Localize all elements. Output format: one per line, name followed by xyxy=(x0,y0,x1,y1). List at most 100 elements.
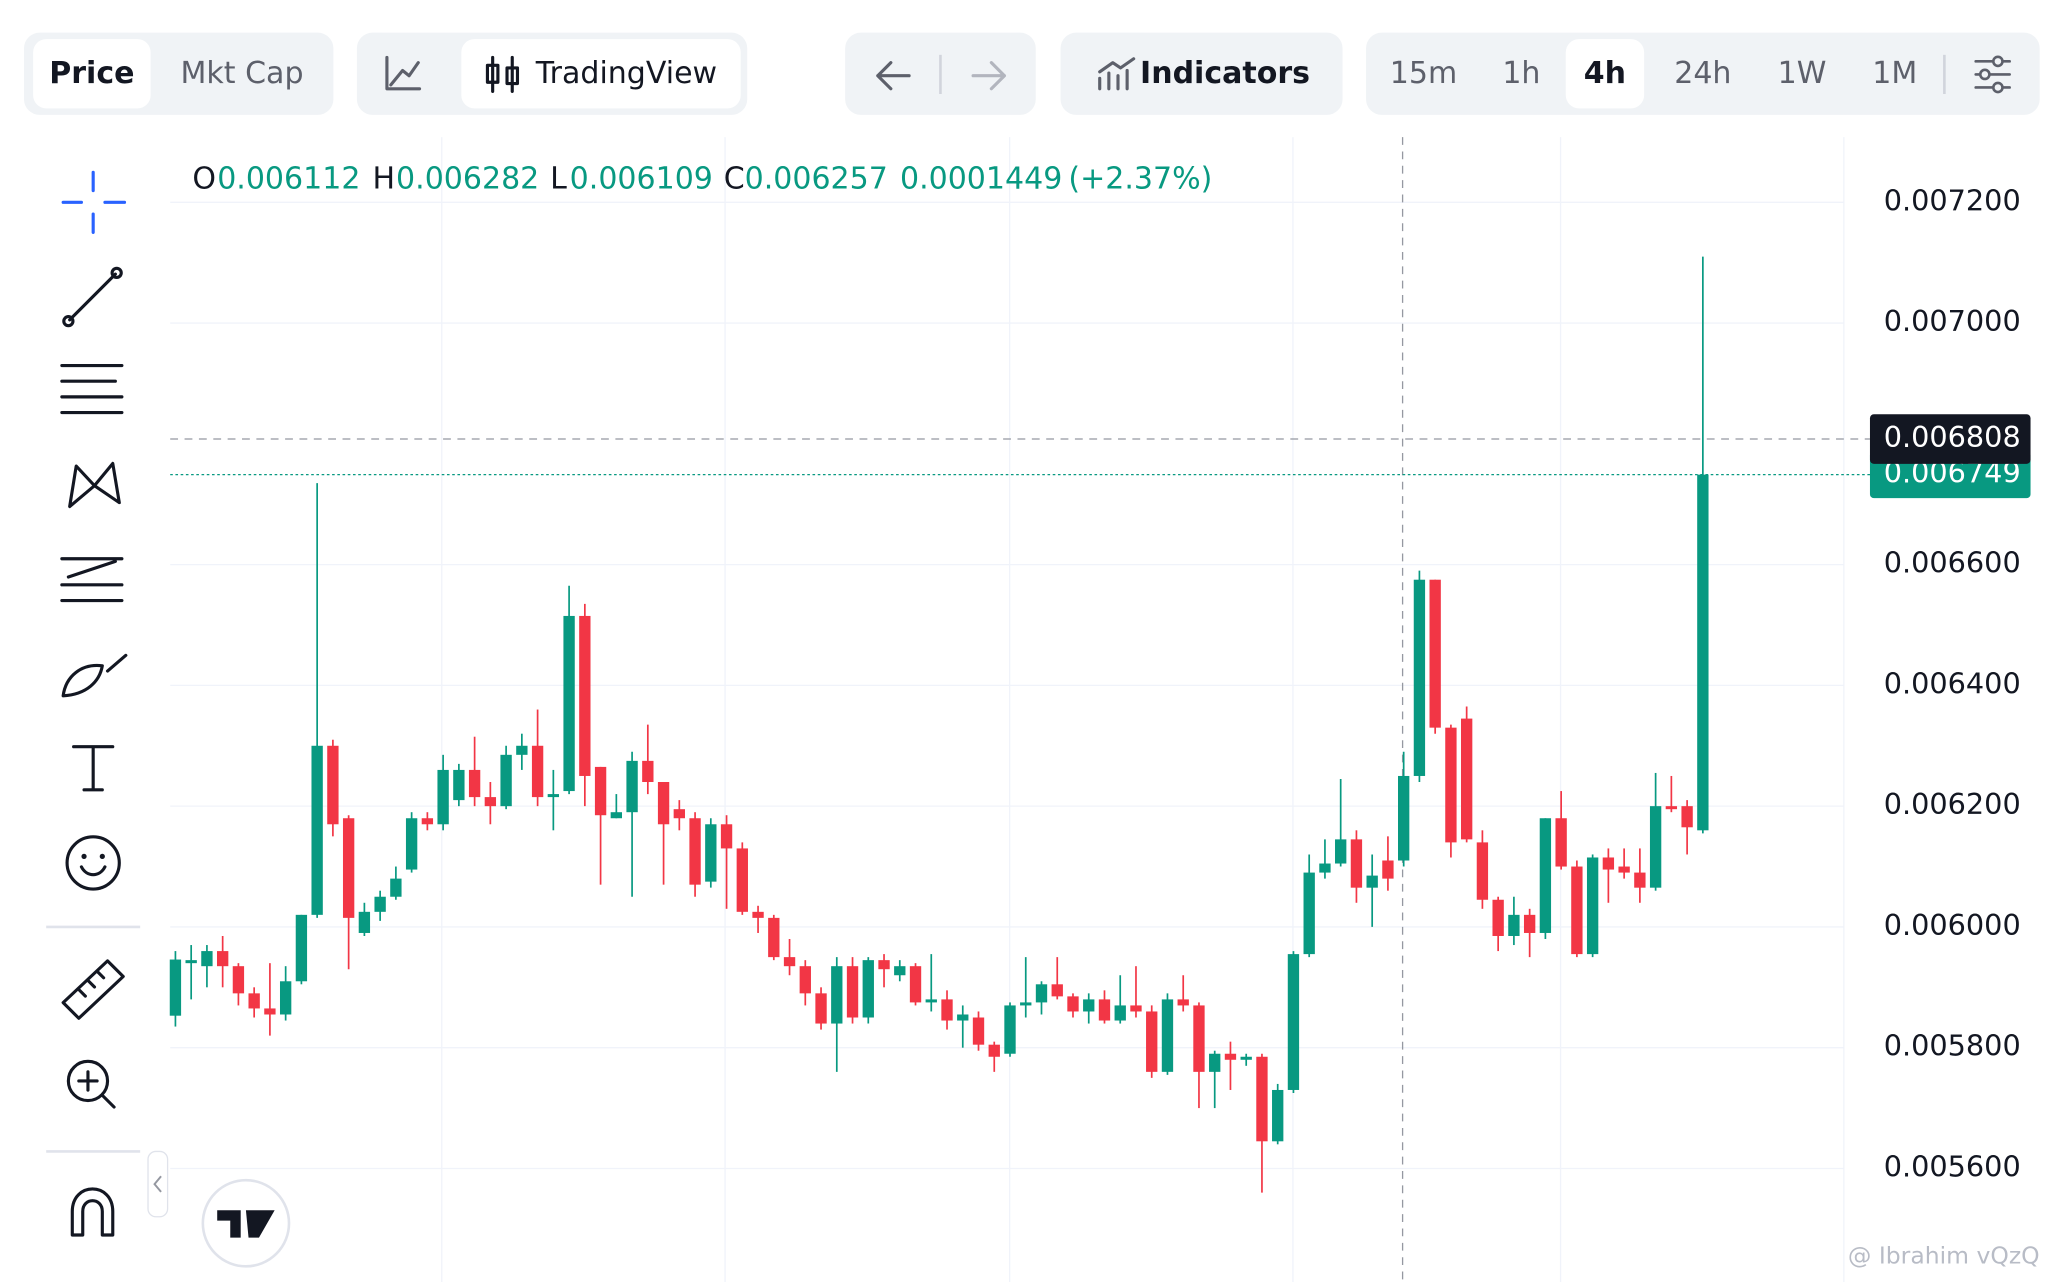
tool-dot xyxy=(110,266,123,279)
tradingview-button[interactable] xyxy=(461,39,741,109)
candle-body xyxy=(563,615,575,792)
candle-body xyxy=(831,966,843,1024)
interval-button[interactable]: 1W xyxy=(1778,56,1827,91)
ohlc-legend: O 0.006112 H 0.006282 L 0.006109 C 0.006… xyxy=(192,162,1212,197)
settings-knob xyxy=(1992,55,2004,68)
price-tab-label[interactable]: Price xyxy=(49,56,134,91)
candle-body xyxy=(1697,474,1709,831)
candle-body xyxy=(201,951,213,967)
candle-body xyxy=(342,818,355,918)
legend-h-label: H xyxy=(373,162,396,197)
brush-tool[interactable] xyxy=(61,653,128,698)
price-tab[interactable] xyxy=(33,39,151,109)
tool-dot xyxy=(62,315,75,328)
candle-body xyxy=(1398,775,1410,861)
candle-body xyxy=(1035,984,1048,1003)
candle-body xyxy=(1209,1053,1221,1072)
text-tool[interactable] xyxy=(72,745,115,792)
zoom-tool[interactable] xyxy=(66,1059,110,1103)
candle-body xyxy=(264,1008,276,1015)
collapse-handle[interactable] xyxy=(147,1150,169,1218)
candle-body xyxy=(1571,866,1583,955)
candle-body xyxy=(1177,999,1189,1006)
candle-body xyxy=(1460,718,1473,840)
y-tick-label: 0.006400 xyxy=(1884,666,2021,700)
candle-body xyxy=(579,615,591,776)
candle-body xyxy=(516,745,528,755)
candle-icon-wick xyxy=(491,55,514,93)
candle-body xyxy=(1476,842,1489,900)
projection-tool[interactable] xyxy=(60,557,124,603)
mktcap-tab-label[interactable]: Mkt Cap xyxy=(181,56,304,91)
candle-body xyxy=(1492,899,1504,936)
candle-body xyxy=(642,760,654,783)
candle-body xyxy=(1067,996,1079,1012)
settings-knob xyxy=(1978,68,1991,81)
candle-body xyxy=(390,878,402,897)
candle-body xyxy=(689,818,701,885)
candle-body xyxy=(295,914,308,982)
interval-button[interactable]: 1h xyxy=(1502,56,1540,91)
zoom-glyph xyxy=(77,1070,116,1109)
interval-button[interactable]: 4h xyxy=(1584,56,1626,91)
candle-body xyxy=(1224,1053,1237,1060)
candle-body xyxy=(1350,839,1363,888)
settings-knob xyxy=(1992,81,2004,94)
candle-body xyxy=(1681,806,1693,828)
candle-body xyxy=(799,966,811,994)
candle-body xyxy=(894,966,906,976)
candle-body xyxy=(1634,872,1646,888)
vertical-grid xyxy=(441,137,1845,1282)
pattern-tool[interactable] xyxy=(68,461,121,509)
legend-c-label: C xyxy=(724,162,745,197)
candle-body xyxy=(783,957,796,967)
interval-button[interactable]: 15m xyxy=(1390,56,1457,91)
line-chart-icon[interactable] xyxy=(385,55,422,91)
y-tick-label: 0.007200 xyxy=(1884,183,2021,217)
candle-body xyxy=(1618,866,1630,873)
candle-body xyxy=(594,766,607,816)
candle-body xyxy=(531,745,544,798)
legend-change: 0.0001449 xyxy=(900,162,1062,197)
watermark: @ Ibrahim vQzQ xyxy=(1848,1242,2040,1270)
indicators-label[interactable]: Indicators xyxy=(1140,56,1310,91)
candle-body xyxy=(358,911,371,933)
fib-tool[interactable] xyxy=(60,363,124,415)
candle-body xyxy=(1335,839,1347,864)
interval-group xyxy=(1366,32,2040,115)
interval-button[interactable]: 24h xyxy=(1674,56,1731,91)
magnet-tool[interactable] xyxy=(70,1187,115,1237)
crosshair-price-label: 0.006808 xyxy=(1884,420,2021,454)
candle-body xyxy=(468,769,481,798)
undo-icon[interactable] xyxy=(876,61,911,91)
candle-body xyxy=(720,824,733,849)
ruler-tool[interactable] xyxy=(61,959,125,1020)
candle-body xyxy=(1114,1005,1126,1021)
candle-body xyxy=(1130,1005,1142,1012)
horizontal-grid xyxy=(170,201,1844,1170)
indicators-button[interactable] xyxy=(1060,32,1343,115)
redo-icon[interactable] xyxy=(971,61,1006,91)
candle-body xyxy=(1146,1011,1158,1072)
candle-body xyxy=(1303,872,1315,955)
candle-body xyxy=(1161,999,1174,1072)
candle-body xyxy=(862,960,874,1018)
tv-logo[interactable] xyxy=(201,1178,291,1268)
indicators-icon xyxy=(1098,57,1136,91)
candle-body xyxy=(1020,1002,1032,1006)
collapse-arrow xyxy=(153,1175,162,1193)
trend-line-tool[interactable] xyxy=(68,272,117,322)
active-interval[interactable] xyxy=(1565,39,1645,109)
interval-button[interactable]: 1M xyxy=(1872,56,1917,91)
y-tick-label: 0.005800 xyxy=(1884,1029,2021,1063)
candle-body xyxy=(1193,1005,1205,1072)
candle-body xyxy=(1649,806,1662,888)
crosshair-tool[interactable] xyxy=(61,170,127,234)
candle-icon-body xyxy=(485,63,500,84)
tradingview-label[interactable]: TradingView xyxy=(535,56,717,91)
emoji-tool[interactable] xyxy=(65,835,121,891)
emoji-eye xyxy=(99,853,105,860)
candle-body xyxy=(957,1014,969,1021)
